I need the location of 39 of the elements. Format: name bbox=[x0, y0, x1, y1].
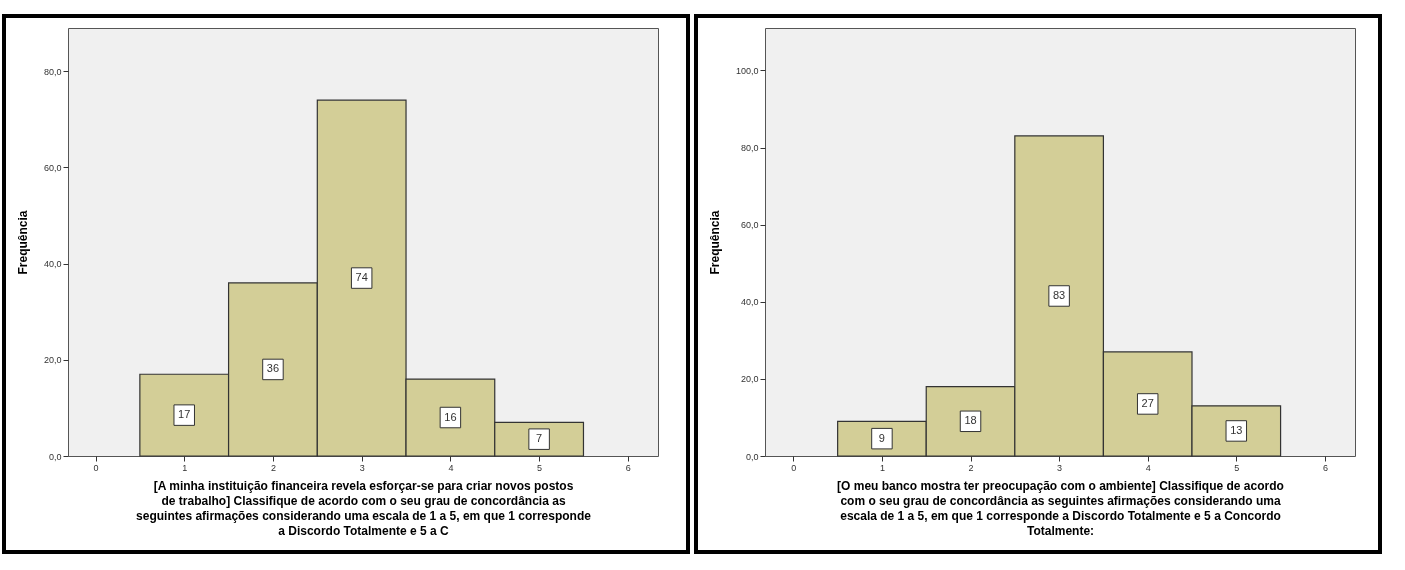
x-tick-label: 6 bbox=[625, 462, 631, 473]
x-tick-label: 1 bbox=[182, 462, 188, 473]
data-label: 36 bbox=[266, 362, 280, 375]
y-tick-label: 0,0 bbox=[48, 451, 62, 462]
x-tick-label: 5 bbox=[1234, 462, 1240, 473]
y-tick-label: 60,0 bbox=[740, 220, 759, 231]
y-tick-label: 0,0 bbox=[745, 451, 759, 462]
data-label: 17 bbox=[178, 408, 191, 421]
x-tick-label: 4 bbox=[1145, 462, 1151, 473]
data-label: 7 bbox=[536, 432, 543, 445]
x-tick-label: 3 bbox=[1057, 462, 1063, 473]
x-tick-label: 2 bbox=[968, 462, 974, 473]
x-axis-title: [A minha instituição financeira revela esforçar-se para criar novos postos de trabalho] Classifique de acordo com o seu grau de concordância as seguintes afirmações considerando uma escala de 1 a 5, em que 1 corresponde a Discordo Totalmente e 5 a C bbox=[136, 478, 592, 538]
x-tick-label: 1 bbox=[879, 462, 885, 473]
data-label: 9 bbox=[878, 431, 885, 444]
x-tick-label: 0 bbox=[93, 462, 99, 473]
x-tick-label: 6 bbox=[1322, 462, 1328, 473]
data-label: 83 bbox=[1052, 288, 1066, 301]
data-label: 27 bbox=[1141, 396, 1154, 409]
y-tick-label: 20,0 bbox=[43, 355, 62, 366]
y-axis-title: Frequência bbox=[15, 210, 30, 275]
x-tick-label: 3 bbox=[359, 462, 365, 473]
data-label: 74 bbox=[355, 271, 368, 284]
y-axis-title: Frequência bbox=[707, 210, 722, 275]
y-tick-label: 40,0 bbox=[43, 259, 62, 270]
x-axis-title: [O meu banco mostra ter preocupação com o ambiente] Classifique de acordo com o seu grau de concordância as seguintes afirmações considerando uma escala de 1 a 5, em que 1 corresponde a Discordo Totalmente e 5 a Concordo Totalmente: bbox=[837, 478, 1284, 538]
data-label: 16 bbox=[444, 410, 457, 423]
y-tick-label: 80,0 bbox=[43, 66, 62, 77]
y-tick-label: 80,0 bbox=[740, 143, 759, 154]
data-label: 13 bbox=[1230, 423, 1243, 436]
x-tick-label: 0 bbox=[791, 462, 797, 473]
x-tick-label: 2 bbox=[270, 462, 276, 473]
x-tick-label: 5 bbox=[537, 462, 543, 473]
y-tick-label: 60,0 bbox=[43, 162, 62, 173]
y-tick-label: 20,0 bbox=[740, 374, 759, 385]
y-tick-label: 40,0 bbox=[740, 297, 759, 308]
y-tick-label: 100,0 bbox=[735, 65, 759, 76]
x-tick-label: 4 bbox=[448, 462, 454, 473]
data-label: 18 bbox=[964, 414, 977, 427]
